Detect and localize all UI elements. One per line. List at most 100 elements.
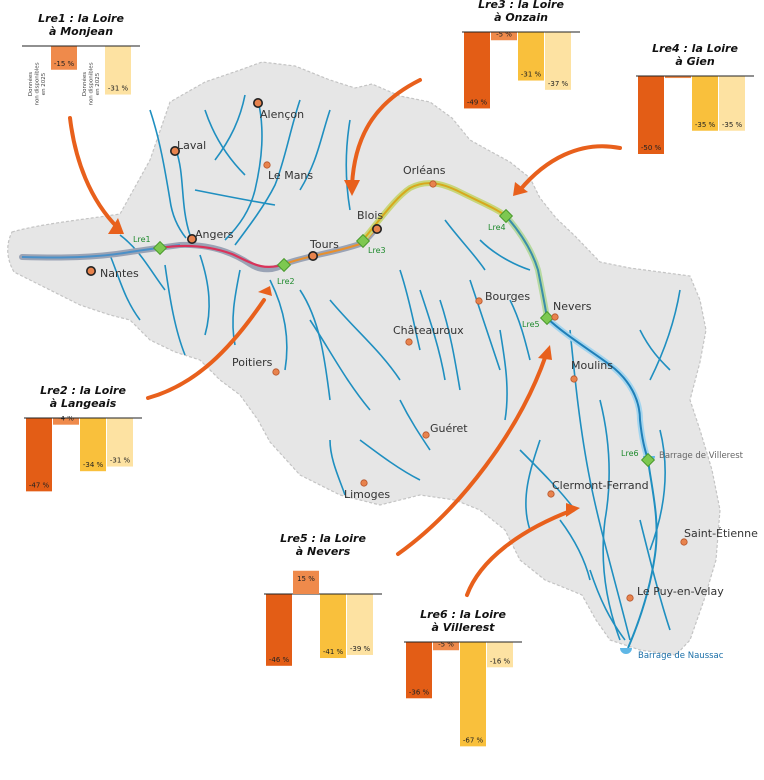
arrowheads bbox=[108, 180, 580, 517]
city-label: Laval bbox=[177, 139, 206, 152]
city-marker bbox=[626, 594, 634, 602]
panel-title-line2: à Onzain bbox=[494, 11, 548, 24]
bar-value-label: -15 % bbox=[54, 60, 75, 68]
city-markers: Alençon Laval Le Mans Angers Nantes Tours Bloi… bbox=[86, 98, 758, 602]
bar bbox=[293, 570, 319, 594]
bar-value-label: -5 % bbox=[496, 30, 512, 38]
panel-title: Lre3 : la Loire à Onzain bbox=[462, 0, 580, 24]
bar-value-label: -50 % bbox=[641, 144, 662, 152]
station-label-lre1: Lre1 bbox=[133, 235, 151, 244]
panel-title: Lre4 : la Loire à Gien bbox=[636, 42, 754, 68]
arrowhead-6 bbox=[566, 503, 580, 517]
arrowhead-5 bbox=[538, 345, 552, 360]
panel-lre5: Lre5 : la Loire à Nevers -46 % 15 % -41 % -… bbox=[264, 532, 382, 692]
bar bbox=[266, 594, 292, 666]
bar-value-label: -34 % bbox=[83, 461, 104, 469]
bar bbox=[26, 418, 52, 492]
bar bbox=[320, 594, 346, 659]
station-marker-lre2 bbox=[276, 257, 292, 273]
station-marker-lre1 bbox=[152, 240, 168, 256]
bar-value-label: -1 % bbox=[670, 74, 686, 76]
arrowhead-1 bbox=[108, 218, 124, 234]
bar-value-label: -37 % bbox=[548, 80, 569, 88]
panel-title-line1: Lre1 : la Loire bbox=[38, 12, 124, 25]
bar-value-label: -31 % bbox=[521, 71, 542, 79]
bar-value-label: -39 % bbox=[350, 645, 371, 653]
panel-title-line2: à Villerest bbox=[431, 621, 495, 634]
city-label: Orléans bbox=[403, 164, 446, 177]
dam-label-villerest: Barrage de Villerest bbox=[659, 451, 744, 461]
city-label: Limoges bbox=[344, 488, 390, 501]
bar bbox=[51, 46, 77, 70]
station-label-lre4: Lre4 bbox=[488, 223, 506, 232]
bar-value-label: 15 % bbox=[297, 575, 315, 583]
bar bbox=[406, 642, 432, 699]
bar-value-label: -67 % bbox=[463, 736, 484, 744]
note-line: en 2025 bbox=[41, 72, 47, 95]
bar-chart: -46 % 15 % -41 % -39 % bbox=[264, 570, 382, 666]
bar bbox=[518, 32, 544, 81]
bar-value-label: -4 % bbox=[58, 416, 74, 423]
city-marker bbox=[360, 479, 368, 487]
bar bbox=[347, 594, 373, 655]
city-label: Châteauroux bbox=[393, 324, 464, 337]
panel-lre2: Lre2 : la Loire à Langeais -47 % -4 % -34 … bbox=[24, 384, 142, 516]
city-marker bbox=[405, 338, 413, 346]
arrows bbox=[68, 78, 622, 597]
bar bbox=[719, 76, 745, 131]
panel-title-line1: Lre3 : la Loire bbox=[478, 0, 564, 11]
bar-value-label: -5 % bbox=[438, 640, 454, 648]
panel-lre3: Lre3 : la Loire à Onzain -49 % -5 % -31 % -… bbox=[462, 0, 580, 132]
arrow-lre2 bbox=[146, 298, 266, 400]
city-marker bbox=[263, 161, 271, 169]
station-label-lre3: Lre3 bbox=[368, 246, 386, 255]
basin-land bbox=[7, 61, 721, 656]
tributary-rivers bbox=[109, 94, 681, 641]
station-marker-lre6 bbox=[640, 452, 656, 468]
dam-label-naussac: Barrage de Naussac bbox=[638, 651, 724, 661]
bar-value-label: -36 % bbox=[409, 688, 430, 696]
city-label: Guéret bbox=[430, 422, 468, 435]
panel-title-line1: Lre2 : la Loire bbox=[40, 384, 126, 397]
note-line: non disponibles bbox=[89, 62, 95, 105]
panel-title-line2: à Nevers bbox=[295, 545, 351, 558]
city-marker bbox=[475, 297, 483, 305]
bar-chart: -15 %-31 %Données non disponibles en 2025 D… bbox=[22, 45, 140, 106]
panel-title: Lre6 : la Loire à Villerest bbox=[404, 608, 522, 634]
bar-value-label: -47 % bbox=[29, 481, 50, 489]
city-marker bbox=[272, 368, 280, 376]
city-marker bbox=[371, 224, 382, 235]
city-marker bbox=[170, 146, 181, 157]
arrow-lre4 bbox=[518, 144, 622, 192]
panel-lre6: Lre6 : la Loire à Villerest -36 % -5 % -67… bbox=[404, 608, 522, 778]
note-line: Données bbox=[27, 72, 34, 96]
note-line: Données bbox=[81, 72, 88, 96]
arrow-lre5 bbox=[396, 353, 548, 556]
city-label: Poitiers bbox=[232, 356, 273, 369]
bar-chart: -49 % -5 % -31 % -37 % bbox=[462, 30, 580, 109]
city-marker bbox=[187, 234, 198, 245]
city-marker bbox=[551, 313, 559, 321]
city-marker bbox=[547, 490, 555, 498]
naussac-dam-icon bbox=[620, 648, 632, 654]
city-marker bbox=[253, 98, 264, 109]
bar-value-label: -16 % bbox=[490, 657, 511, 665]
station-marker-lre3 bbox=[355, 233, 371, 249]
station-label-lre5: Lre5 bbox=[522, 320, 540, 329]
bar-value-label: -41 % bbox=[323, 648, 344, 656]
bar bbox=[464, 32, 490, 109]
bar-value-label: -46 % bbox=[269, 656, 290, 664]
city-label: Clermont-Ferrand bbox=[552, 479, 649, 492]
panel-title-line1: Lre5 : la Loire bbox=[280, 532, 366, 545]
station-markers bbox=[152, 208, 656, 468]
city-label: Nantes bbox=[100, 267, 139, 280]
panel-title: Lre2 : la Loire à Langeais bbox=[24, 384, 142, 410]
note-line: en 2025 bbox=[95, 72, 101, 95]
bar bbox=[692, 76, 718, 131]
bar bbox=[460, 642, 486, 747]
bar bbox=[638, 76, 664, 154]
arrow-lre1 bbox=[68, 116, 120, 230]
panel-title-line1: Lre4 : la Loire bbox=[652, 42, 738, 55]
